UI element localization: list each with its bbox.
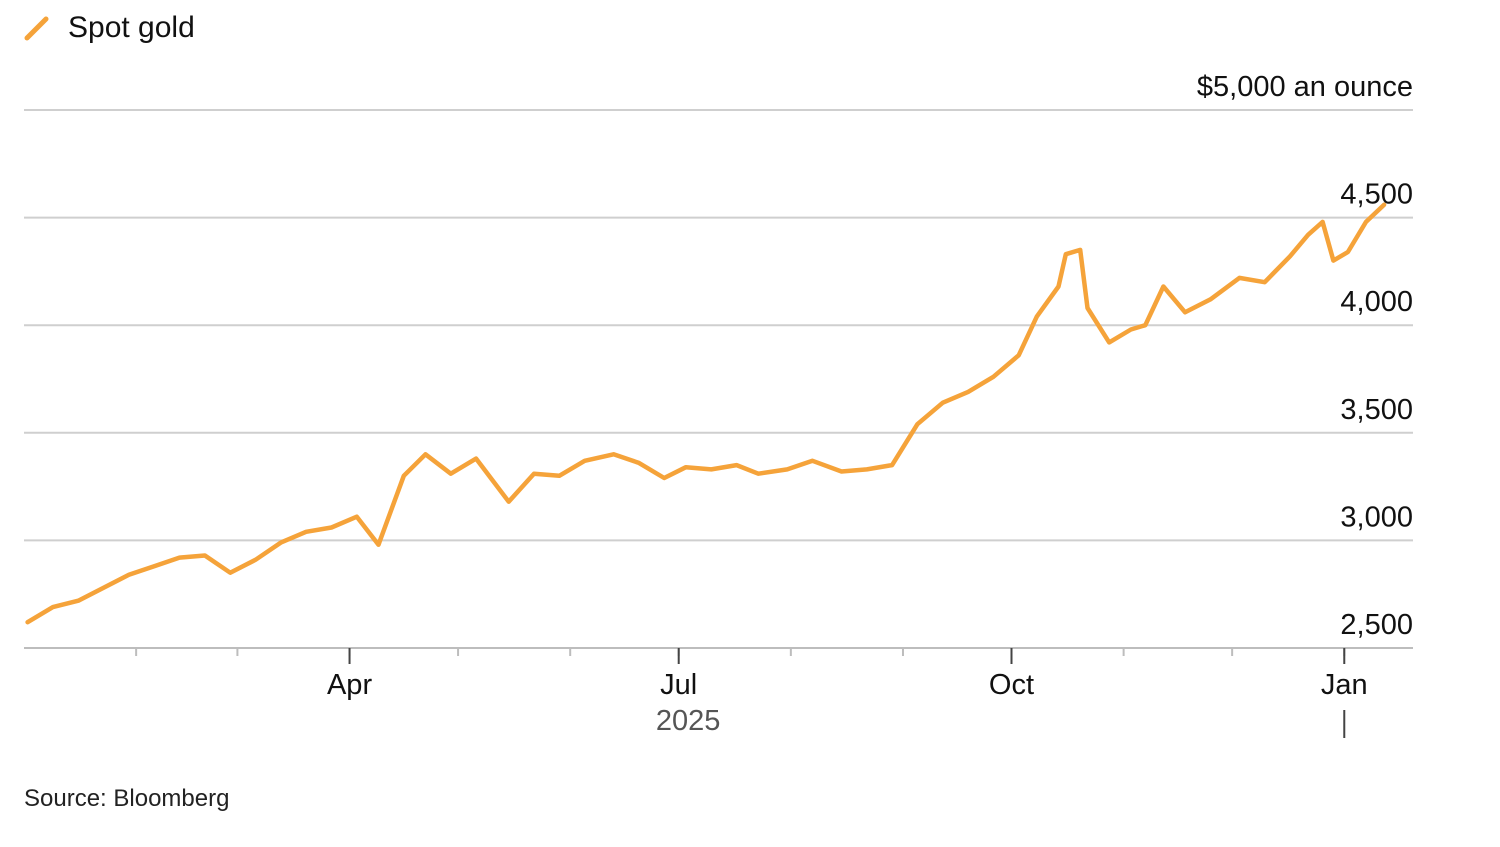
y-axis-label: $5,000 an ounce <box>1197 71 1413 103</box>
legend-line-icon <box>24 16 49 41</box>
gridlines <box>24 109 1413 542</box>
legend: Spot gold <box>24 8 195 48</box>
year-label: 2025 <box>656 705 721 737</box>
x-axis <box>24 647 1413 738</box>
y-tick-label: 3,500 <box>1340 394 1413 426</box>
legend-label: Spot gold <box>68 11 195 44</box>
x-tick-label: Oct <box>989 669 1034 701</box>
y-tick-label: 4,500 <box>1340 179 1413 211</box>
series-layer <box>25 202 1387 625</box>
x-tick-label: Jul <box>660 669 697 701</box>
chart: $5,000 an ounce 2,500 3,000 3,500 4,000 4,500… <box>24 71 1413 738</box>
x-tick-label: Apr <box>327 669 372 701</box>
x-tick-label: Jan <box>1321 669 1368 701</box>
source-note: Source: Bloomberg <box>24 785 230 812</box>
series-line-spot-gold <box>25 202 1387 625</box>
y-tick-label: 4,000 <box>1340 286 1413 318</box>
y-tick-label: 2,500 <box>1340 609 1413 641</box>
y-tick-label: 3,000 <box>1340 501 1413 533</box>
axis-labels: $5,000 an ounce 2,500 3,000 3,500 4,000 4,500… <box>327 71 1413 737</box>
